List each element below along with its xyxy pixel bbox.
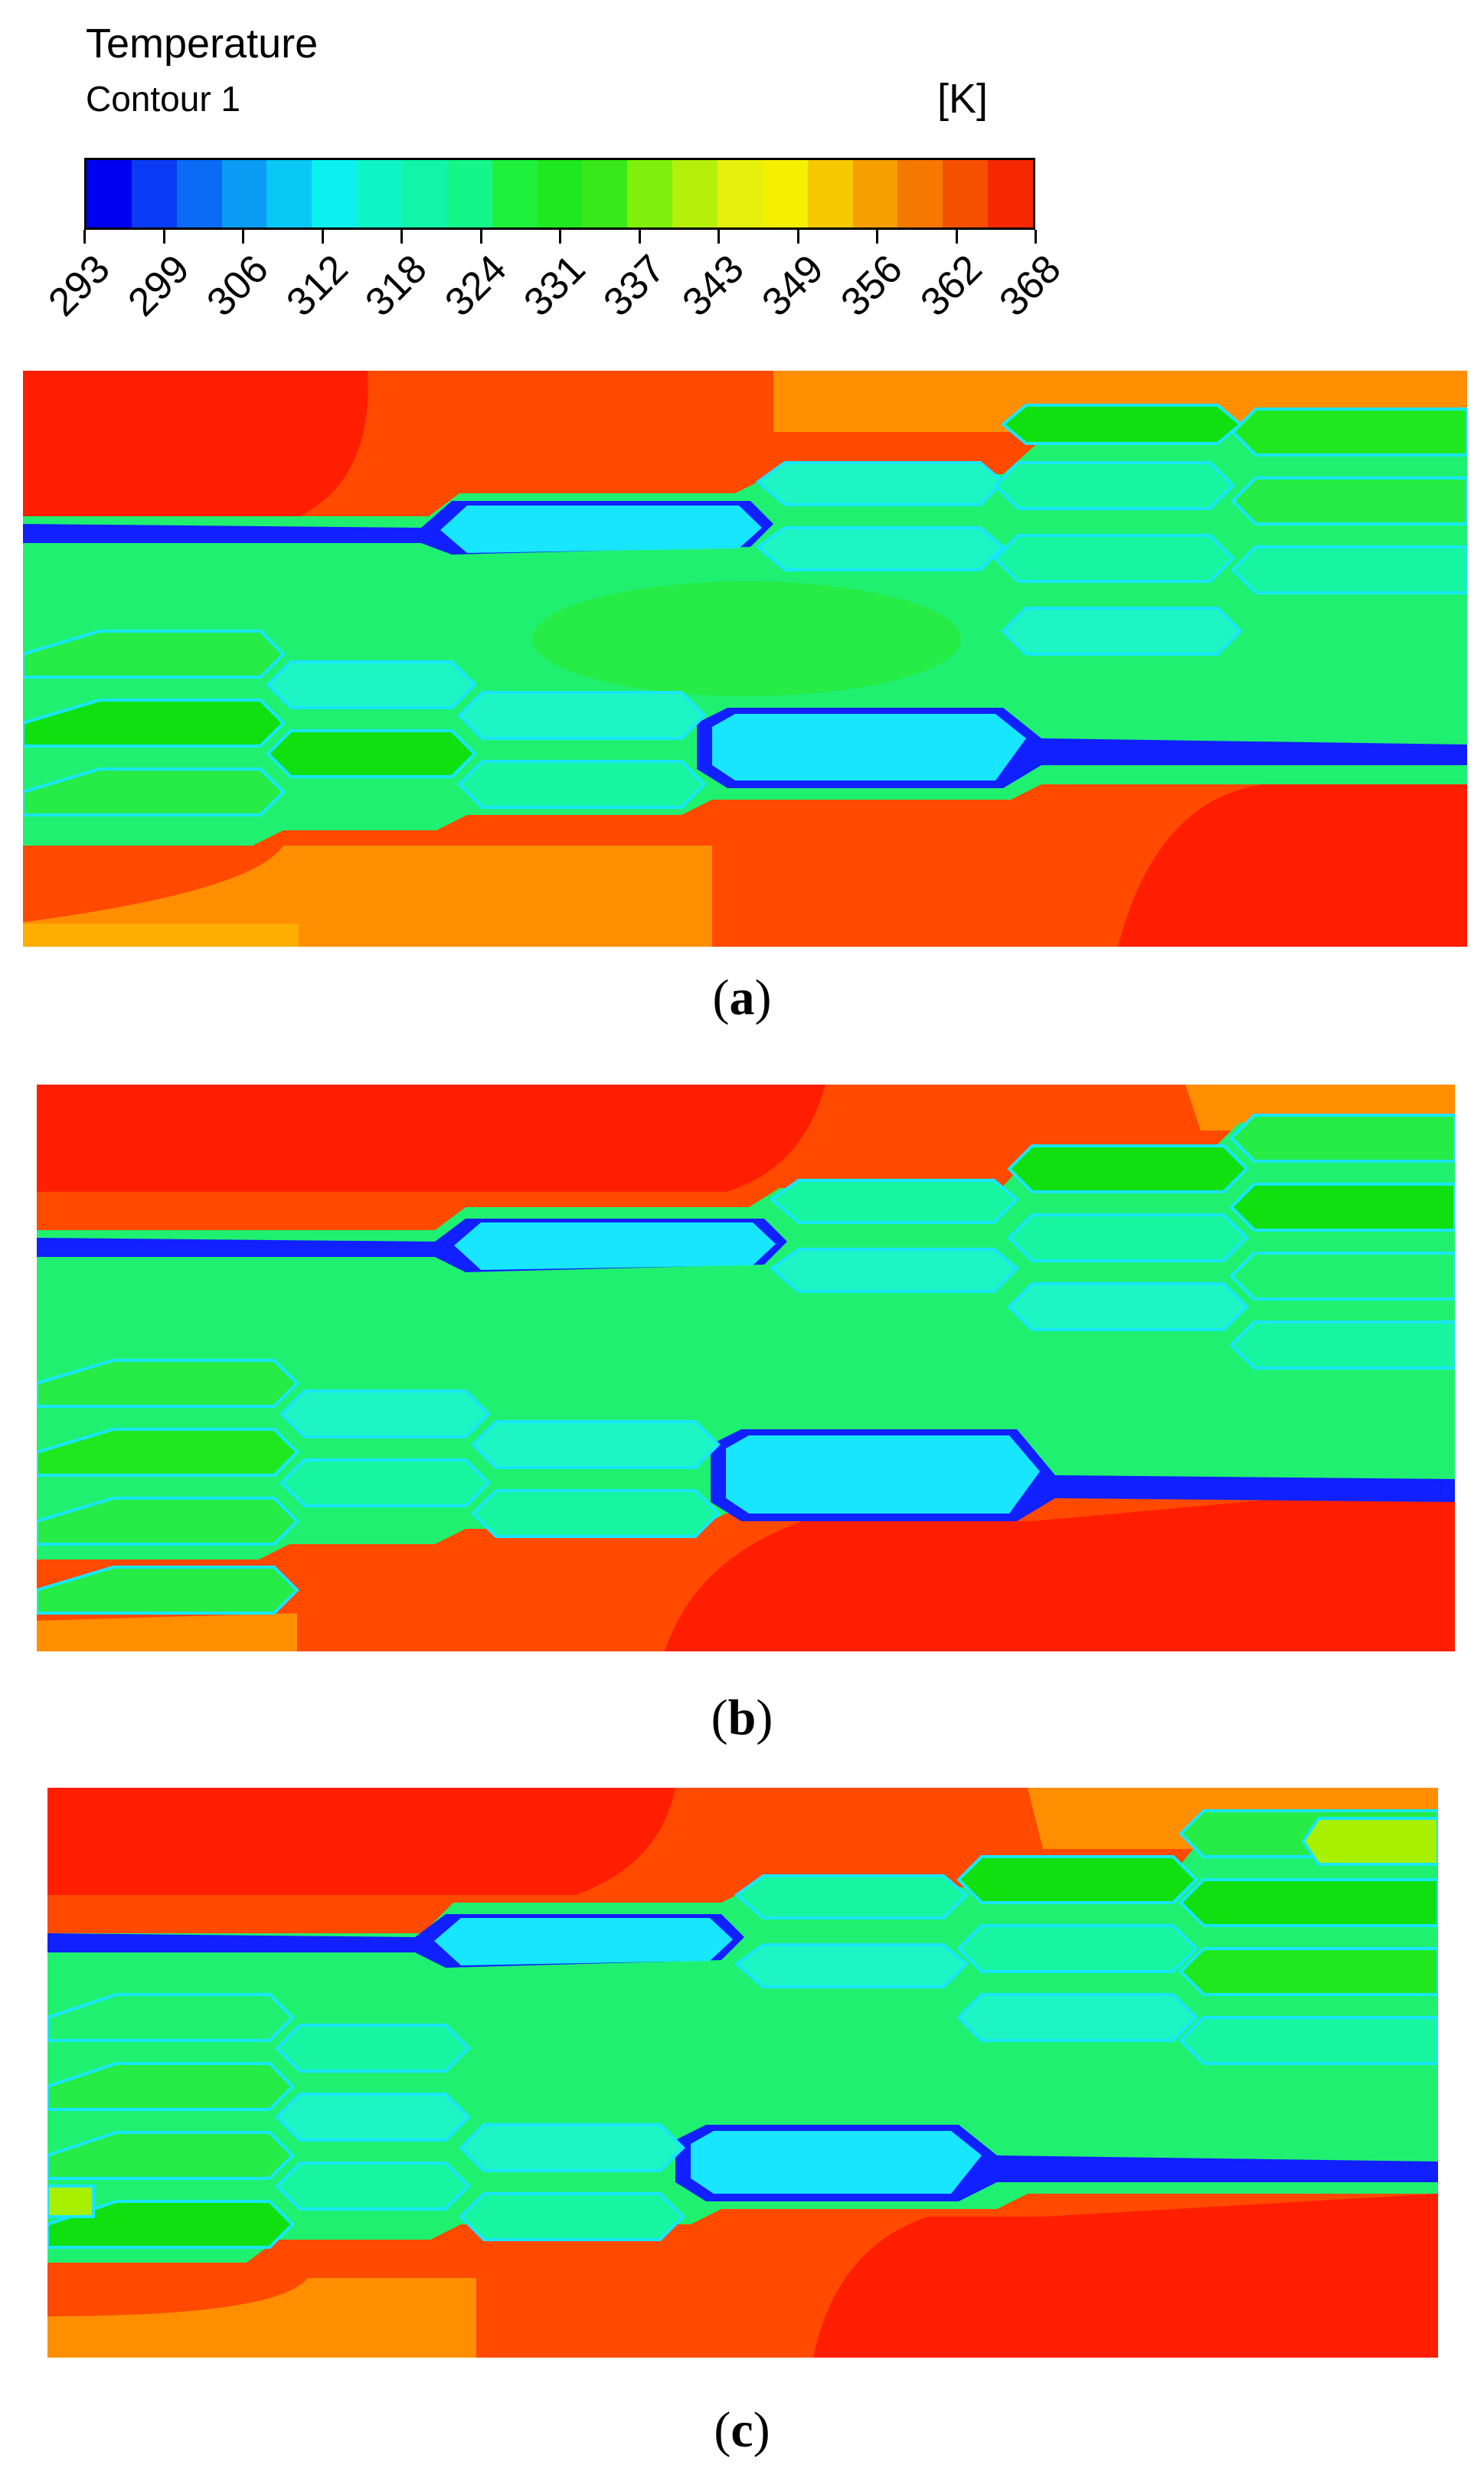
legend-swatch [402,160,447,227]
outlet-plenum-c [691,2131,982,2194]
legend-swatch [87,160,132,227]
region-bottom-amber [23,924,299,947]
legend-tick [717,230,720,244]
inlet-plenum-c [434,1918,733,1965]
region-bottom-right-red [1118,784,1467,947]
legend-tick [162,230,165,244]
legend-swatch [312,160,358,227]
contour-panel-c [47,1788,1438,2358]
legend-tick [559,230,561,244]
legend-swatch [131,160,177,227]
legend-subtitle: Contour 1 [86,79,241,119]
legend-tick [1035,230,1037,244]
panel-caption-c: (c) [714,2402,770,2458]
legend-swatch [176,160,222,227]
region-bottom-orange [23,846,712,947]
legend-tick [876,230,878,244]
legend-swatch [762,160,808,227]
legend-tick-label: 362 [912,246,991,326]
inlet-plenum-b [454,1222,776,1270]
legend-swatch [266,160,312,227]
outlet-plenum-a [712,714,1026,781]
panel-caption-a: (a) [712,970,772,1026]
legend-tick-label: 324 [436,246,515,326]
channel-array-left [47,1993,685,2249]
legend-tick-label: 331 [515,246,594,326]
legend-tick [796,230,799,244]
legend-tick-label: 349 [753,246,832,326]
contour-panel-a [23,371,1467,947]
region-bottom-left-orange [47,2278,476,2358]
channel-array-top-right [755,461,1235,583]
channel-array-right [734,1809,1438,2065]
legend-tick [321,230,324,244]
legend-tick [83,230,86,244]
region-top-left-red [23,371,368,532]
region-bottom-right-red [813,2194,1438,2358]
outlet-plenum-b [726,1435,1040,1514]
legend-swatch [717,160,763,227]
region-top-left-red [47,1788,675,1895]
contour-plot-c [47,1788,1438,2358]
legend-swatch [807,160,853,227]
legend-swatch [582,160,628,227]
region-bottom-right-red [665,1483,1455,1651]
legend-swatch [446,160,492,227]
channel-array-far-right [1000,404,1467,656]
channel-array-right [769,1114,1455,1370]
legend-tick-label: 356 [832,246,911,326]
legend-color-bar [84,158,1035,230]
contour-plot-a [23,371,1467,947]
legend-tick [400,230,403,244]
legend-swatch [943,160,989,227]
legend-swatch [357,160,403,227]
legend-tick-label: 337 [595,246,674,326]
legend-tick-label: 343 [674,246,753,326]
legend-tick-label: 318 [357,246,436,326]
warm-core-blob [532,581,961,696]
inlet-plenum-a [440,506,762,553]
legend-swatch [627,160,673,227]
legend-tick [479,230,482,244]
legend-tick-label: 293 [40,246,119,326]
legend-tick [955,230,958,244]
contour-plot-b [37,1085,1455,1651]
channel-array-left [37,1359,721,1615]
legend-swatch [221,160,267,227]
channel-array-bottom-left [23,630,707,817]
legend-tick-label: 299 [119,246,198,326]
contour-panel-b [37,1085,1455,1651]
legend-swatch [988,160,1034,227]
panel-caption-b: (b) [711,1690,773,1746]
legend-swatch [672,160,718,227]
legend-swatch [537,160,583,227]
region-top-left-red [37,1085,825,1192]
legend-tick-label: 306 [198,246,277,326]
legend-unit: [K] [937,76,989,122]
legend-swatch [492,160,538,227]
legend-swatch [852,160,898,227]
legend-tick-label: 312 [278,246,357,326]
legend-tick-label: 368 [991,246,1070,326]
legend-tick [638,230,641,244]
region-bottom-left-orange [37,1613,297,1651]
legend-title: Temperature [86,21,319,67]
legend-swatch [897,160,943,227]
legend-tick [242,230,244,244]
